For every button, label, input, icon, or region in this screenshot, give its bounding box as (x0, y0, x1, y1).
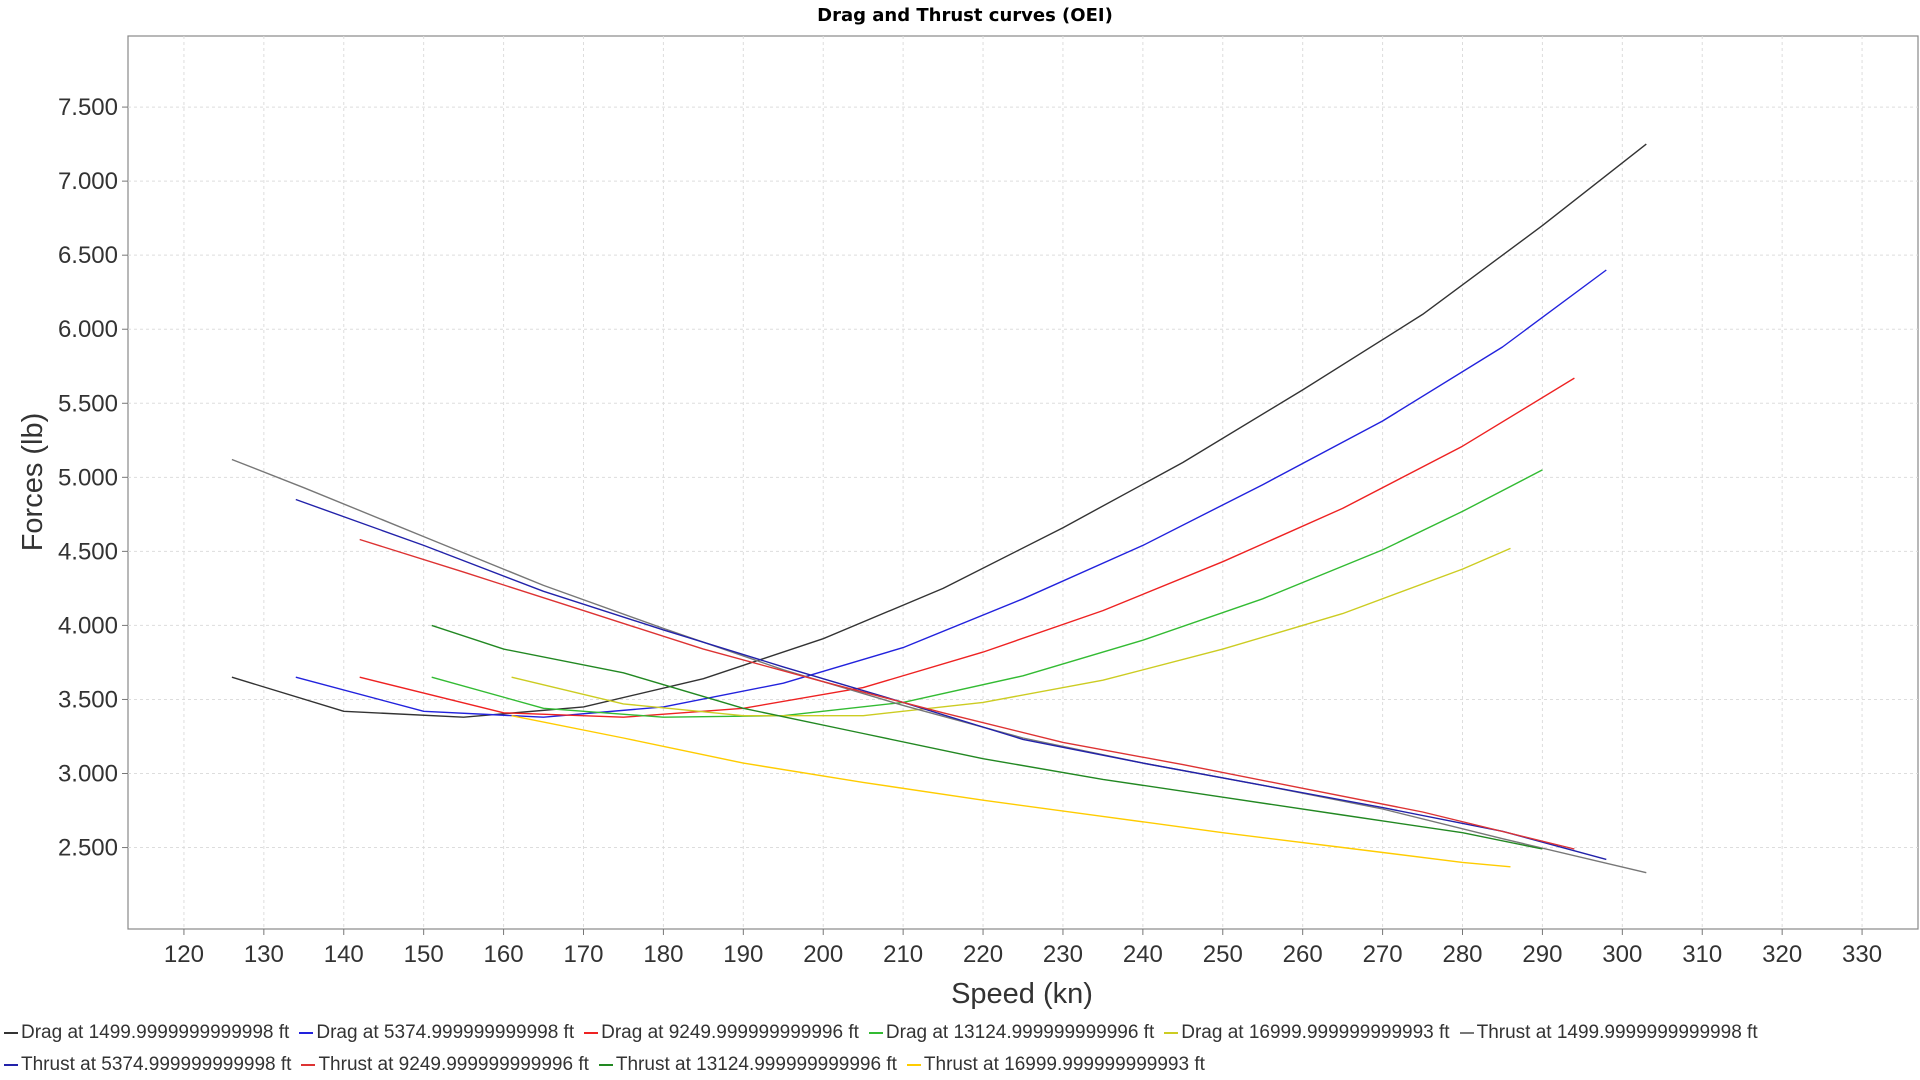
x-tick-label: 210 (883, 941, 923, 968)
plot-area (127, 35, 1919, 930)
x-axis: 120 130 140 150 160 170 180 190 200 210 220 230 240 2… (164, 929, 1882, 968)
legend-label: Thrust at 5374.999999999998 ft (21, 1054, 292, 1075)
x-tick-label: 300 (1602, 941, 1642, 968)
x-tick-label: 270 (1363, 941, 1403, 968)
legend-item: Drag at 1499.9999999999998 ft (0, 1020, 289, 1046)
chart-title: Drag and Thrust curves (OEI) (817, 5, 1113, 26)
x-tick-label: 200 (803, 941, 843, 968)
legend-item: Thrust at 5374.999999999998 ft (0, 1052, 291, 1078)
legend-swatch (906, 1063, 921, 1066)
x-tick-label: 230 (1043, 941, 1083, 968)
legend-item: Drag at 5374.999999999998 ft (295, 1020, 574, 1046)
grid-lines (128, 36, 1918, 929)
y-tick-label: 4.500 (58, 538, 118, 565)
series-line-8 (359, 538, 1575, 850)
x-axis-label: Speed (kn) (951, 978, 1093, 1010)
y-axis-label: Forces (lb) (17, 413, 49, 552)
y-axis: 2.500 3.000 3.500 4.000 4.500 5.000 5.500 6.000… (58, 94, 128, 862)
series-line-7 (295, 498, 1607, 861)
y-tick-label: 4.000 (58, 612, 118, 639)
y-tick-label: 7.000 (58, 168, 118, 195)
x-tick-label: 310 (1682, 941, 1722, 968)
series-line-9 (431, 624, 1543, 850)
legend-item: Thrust at 1499.9999999999998 ft (1456, 1020, 1758, 1046)
y-tick-label: 3.000 (58, 761, 118, 788)
legend-item: Thrust at 9249.999999999996 ft (297, 1052, 589, 1078)
y-tick-label: 3.500 (58, 686, 118, 713)
legend-row: Drag at 1499.9999999999998 ft Drag at 537… (0, 1020, 1764, 1046)
legend-row: Thrust at 5374.999999999998 ft Thrust at … (0, 1052, 1211, 1078)
legend-item: Thrust at 13124.999999999996 ft (595, 1052, 897, 1078)
legend-swatch (4, 1031, 18, 1034)
series-line-2 (295, 269, 1607, 718)
legend-label: Drag at 16999.999999999993 ft (1181, 1022, 1450, 1043)
series-line-3 (359, 377, 1575, 718)
y-tick-label: 7.500 (58, 94, 118, 121)
legend-label: Drag at 1499.9999999999998 ft (21, 1022, 290, 1043)
x-tick-label: 260 (1283, 941, 1323, 968)
series-layer (231, 143, 1647, 874)
x-tick-label: 240 (1123, 941, 1163, 968)
legend-label: Drag at 13124.999999999996 ft (885, 1022, 1155, 1043)
series-line-4 (431, 469, 1543, 718)
x-tick-label: 140 (324, 941, 364, 968)
legend-swatch (1164, 1031, 1179, 1034)
x-tick-label: 330 (1842, 941, 1882, 968)
legend-swatch (299, 1031, 314, 1034)
legend-swatch (4, 1063, 18, 1066)
x-tick-label: 150 (404, 941, 444, 968)
legend-item: Drag at 16999.999999999993 ft (1160, 1020, 1450, 1046)
legend-swatch (598, 1063, 613, 1066)
legend-label: Drag at 9249.999999999996 ft (601, 1022, 859, 1043)
series-line-5 (511, 547, 1511, 717)
y-tick-label: 5.500 (58, 390, 118, 417)
legend-swatch (1459, 1031, 1474, 1034)
x-tick-label: 130 (244, 941, 284, 968)
legend-swatch (868, 1031, 883, 1034)
series-line-6 (231, 458, 1647, 874)
y-tick-label: 2.500 (58, 835, 118, 862)
x-tick-label: 250 (1203, 941, 1243, 968)
x-tick-label: 160 (484, 941, 524, 968)
legend-item: Thrust at 16999.999999999993 ft (903, 1052, 1205, 1078)
x-tick-label: 280 (1442, 941, 1482, 968)
y-tick-label: 5.000 (58, 464, 118, 491)
x-tick-label: 220 (963, 941, 1003, 968)
x-tick-label: 120 (164, 941, 204, 968)
legend-label: Thrust at 9249.999999999996 ft (318, 1054, 589, 1075)
y-tick-label: 6.000 (58, 316, 118, 343)
series-line-1 (231, 143, 1647, 718)
legend-label: Thrust at 1499.9999999999998 ft (1476, 1022, 1758, 1043)
x-tick-label: 290 (1522, 941, 1562, 968)
x-tick-label: 190 (723, 941, 763, 968)
x-tick-label: 180 (643, 941, 683, 968)
y-tick-label: 6.500 (58, 242, 118, 269)
legend-swatch (301, 1063, 316, 1066)
legend-item: Drag at 13124.999999999996 ft (865, 1020, 1154, 1046)
legend-label: Thrust at 13124.999999999996 ft (615, 1054, 897, 1075)
x-tick-label: 320 (1762, 941, 1802, 968)
legend-swatch (584, 1031, 599, 1034)
legend-item: Drag at 9249.999999999996 ft (580, 1020, 859, 1046)
legend-label: Thrust at 16999.999999999993 ft (923, 1054, 1205, 1075)
x-tick-label: 170 (563, 941, 603, 968)
legend-label: Drag at 5374.999999999998 ft (316, 1022, 575, 1043)
series-line-10 (511, 715, 1511, 868)
